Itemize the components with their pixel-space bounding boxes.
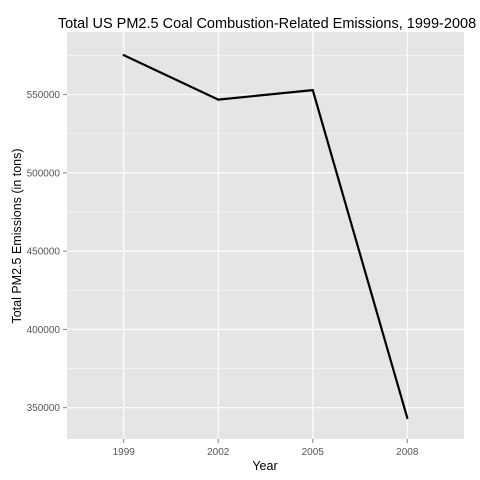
data-point-2005: [311, 89, 314, 92]
x-axis-ticks: 1999 2002 2005 2008: [113, 439, 419, 458]
x-tick-label-1999: 1999: [113, 447, 136, 458]
x-tick-label-2002: 2002: [207, 447, 230, 458]
plot-panel: [67, 32, 464, 439]
x-axis-title: Year: [252, 459, 277, 473]
data-point-1999: [122, 54, 125, 57]
data-point-2008: [406, 416, 409, 420]
y-tick-label-400000: 400000: [27, 325, 61, 336]
y-tick-label-350000: 350000: [27, 403, 61, 414]
y-axis-title: Total PM2.5 Emissions (in tons): [10, 148, 24, 323]
y-tick-label-450000: 450000: [27, 247, 61, 258]
chart-title: Total US PM2.5 Coal Combustion-Related E…: [58, 16, 476, 32]
x-tick-label-2008: 2008: [396, 447, 419, 458]
series-layer: [122, 54, 409, 420]
y-tick-label-550000: 550000: [27, 90, 61, 101]
series-line: [123, 54, 409, 419]
x-tick-label-2005: 2005: [302, 447, 325, 458]
data-point-2002: [217, 98, 220, 101]
y-tick-label-500000: 500000: [27, 168, 61, 179]
y-axis-ticks: 350000 400000 450000 500000 550000: [27, 90, 67, 414]
